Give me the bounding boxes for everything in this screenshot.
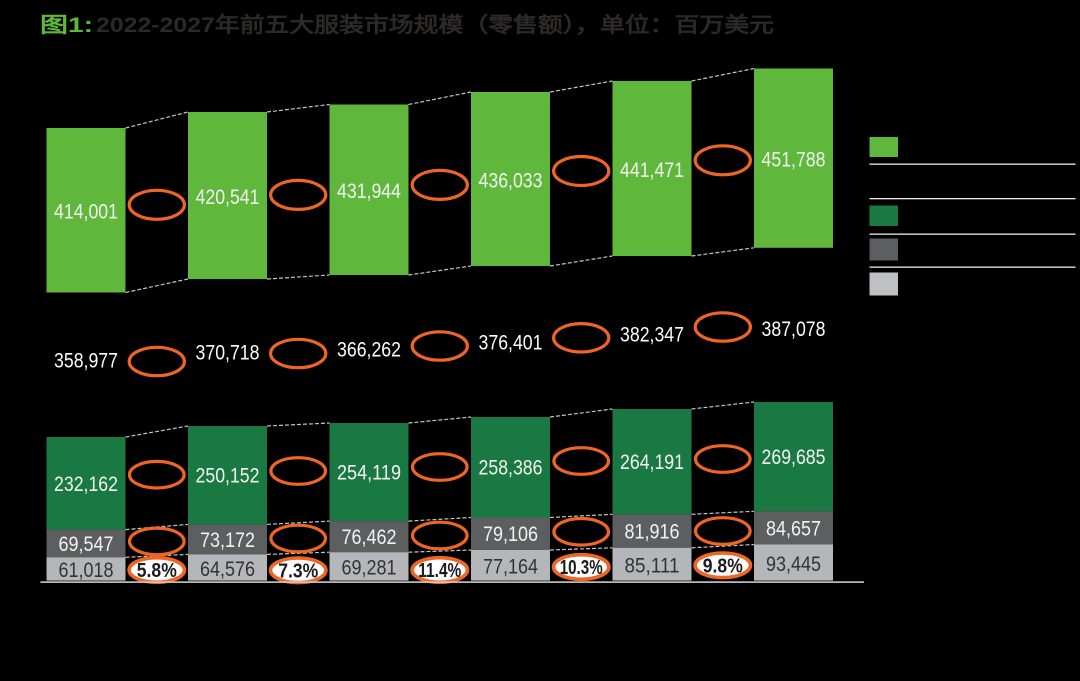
svg-text:436,033: 436,033 (479, 170, 543, 193)
svg-text:382,347: 382,347 (620, 324, 684, 347)
svg-text:387,078: 387,078 (762, 318, 826, 341)
svg-text:73,172: 73,172 (200, 529, 255, 552)
svg-text:258,386: 258,386 (479, 457, 543, 480)
svg-text:76,462: 76,462 (342, 526, 397, 549)
svg-text:232,162: 232,162 (54, 473, 118, 496)
svg-text:81,916: 81,916 (625, 521, 680, 544)
svg-text:7.3%: 7.3% (278, 561, 318, 583)
svg-text:69,547: 69,547 (59, 533, 114, 556)
svg-text:264,191: 264,191 (620, 451, 684, 474)
svg-text:69,281: 69,281 (342, 557, 397, 580)
svg-text:2022-2027年前五大服装市场规模（零售额），单位：百万: 2022-2027年前五大服装市场规模（零售额），单位：百万美元 (96, 13, 774, 37)
svg-text:93,445: 93,445 (766, 553, 821, 576)
svg-text:358,977: 358,977 (54, 350, 118, 373)
svg-text:269,685: 269,685 (762, 446, 826, 469)
svg-text:64,576: 64,576 (200, 558, 255, 581)
svg-text:10.3%: 10.3% (560, 557, 603, 579)
svg-text:414,001: 414,001 (54, 201, 118, 224)
svg-text:79,106: 79,106 (483, 523, 538, 546)
svg-text:250,152: 250,152 (196, 465, 260, 488)
svg-text:366,262: 366,262 (337, 339, 401, 362)
svg-text:5.8%: 5.8% (137, 560, 177, 582)
svg-text:441,471: 441,471 (620, 159, 684, 182)
svg-text:451,788: 451,788 (762, 149, 826, 172)
svg-text:431,944: 431,944 (337, 180, 401, 203)
svg-text:11.4%: 11.4% (418, 560, 461, 582)
svg-text:420,541: 420,541 (196, 186, 260, 209)
svg-text:84,657: 84,657 (766, 517, 821, 540)
svg-text:370,718: 370,718 (196, 342, 260, 365)
svg-text:图1:: 图1: (40, 14, 93, 37)
svg-text:376,401: 376,401 (479, 332, 543, 355)
svg-text:85,111: 85,111 (625, 555, 680, 578)
svg-text:61,018: 61,018 (59, 559, 114, 582)
svg-text:77,164: 77,164 (483, 556, 538, 579)
svg-text:9.8%: 9.8% (703, 556, 743, 578)
svg-text:254,119: 254,119 (337, 462, 401, 485)
